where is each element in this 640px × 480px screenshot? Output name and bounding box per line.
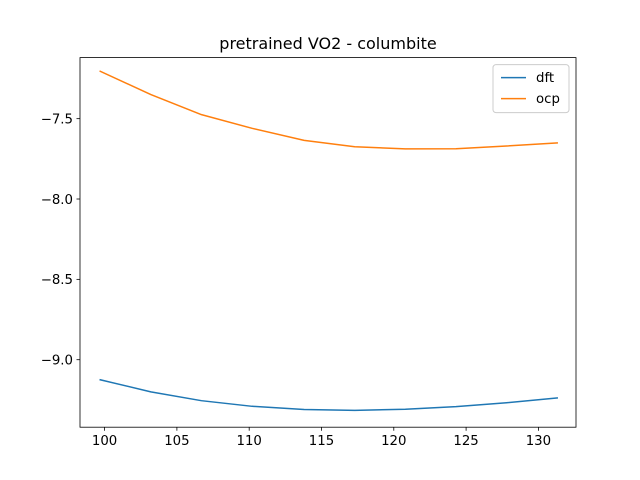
legend-label-dft: dft [536, 71, 554, 86]
y-tick-label: −9.0 [41, 354, 73, 369]
legend: dft ocp [492, 64, 570, 114]
y-tick-label: −7.5 [41, 112, 73, 127]
x-tick-label: 100 [92, 434, 117, 449]
y-axis: −9.0 −8.5 −8.0 −7.5 [41, 112, 80, 369]
chart-title: pretrained VO2 - columbite [219, 34, 436, 53]
y-tick-label: −8.0 [41, 193, 73, 208]
x-tick-label: 120 [381, 434, 406, 449]
x-tick-label: 115 [309, 434, 334, 449]
x-tick-label: 130 [526, 434, 551, 449]
x-tick-label: 110 [236, 434, 261, 449]
y-tick-label: −8.5 [41, 273, 73, 288]
plot-lines [99, 70, 559, 412]
series-line-ocp [99, 70, 558, 150]
plot-frame [79, 57, 577, 428]
legend-label-ocp: ocp [536, 92, 560, 107]
series-line-dft [99, 378, 559, 412]
x-tick-label: 125 [453, 434, 478, 449]
x-axis: 100 105 110 115 120 125 130 [92, 427, 551, 449]
legend-box [492, 64, 570, 114]
x-tick-label: 105 [164, 434, 189, 449]
